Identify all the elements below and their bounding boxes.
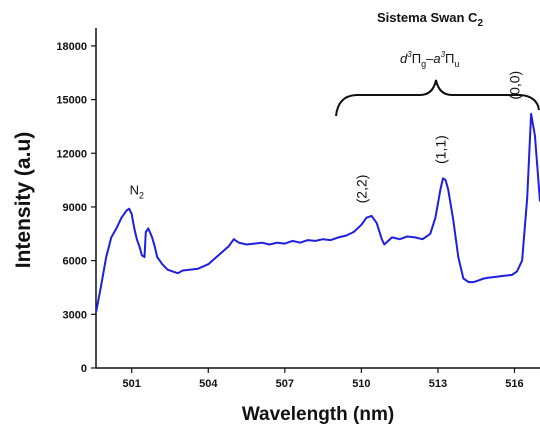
annotation-n2-sub: 2 [139, 190, 144, 200]
chart-title: Sistema Swan C2 [377, 10, 483, 29]
x-tick-label: 507 [276, 378, 294, 390]
series-line [96, 114, 540, 313]
y-tick-label: 12000 [56, 148, 87, 160]
chart-title-main: Sistema Swan C [377, 10, 478, 25]
y-tick-label: 9000 [63, 202, 87, 214]
ticks: 0 3000 6000 9000 12000 15000 18000 501 504 507 510… [56, 41, 523, 390]
x-tick-label: 504 [199, 378, 218, 390]
annotation-band-2-2: (2,2) [353, 175, 369, 204]
y-tick-label: 0 [81, 363, 87, 375]
transition-label: d3Πg–a3Πu [400, 50, 459, 69]
x-axis-title: Wavelength (nm) [242, 404, 394, 425]
y-tick-label: 18000 [56, 41, 87, 53]
y-tick-label: 15000 [56, 95, 87, 107]
x-tick-label: 513 [429, 378, 447, 390]
axes [96, 28, 540, 368]
chart-title-sub: 2 [477, 18, 483, 29]
y-tick-label: 3000 [63, 309, 87, 321]
x-tick-label: 510 [352, 378, 370, 390]
annotation-n2-main: N [130, 182, 139, 197]
annotation-n2: N2 [130, 182, 144, 200]
annotation-band-1-1: (1,1) [433, 135, 449, 164]
y-tick-label: 6000 [63, 256, 87, 268]
x-tick-label: 516 [505, 378, 523, 390]
y-axis-title: Intensity (a.u) [12, 132, 35, 269]
x-tick-label: 501 [123, 378, 141, 390]
